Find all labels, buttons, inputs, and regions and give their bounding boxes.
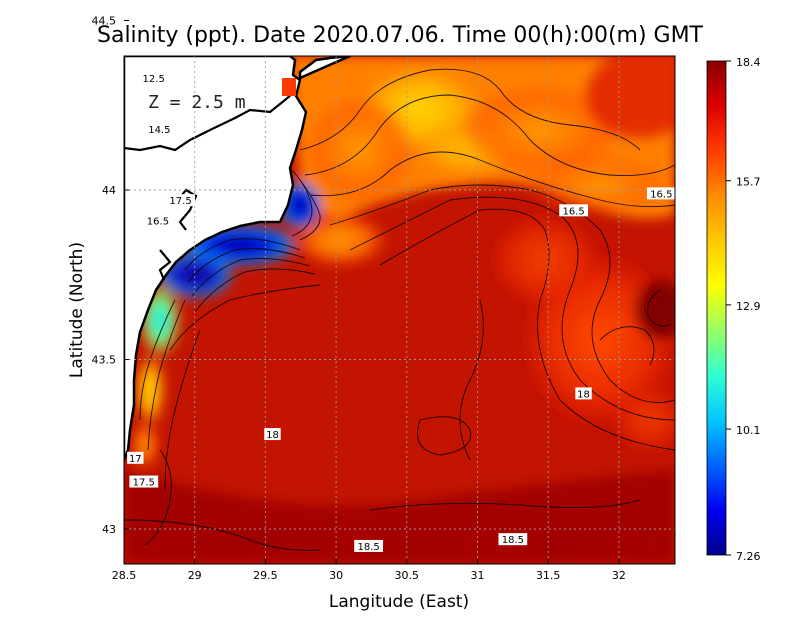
northern-shore-land [298, 56, 352, 80]
contour-label-box [129, 475, 159, 488]
contour-label: 17 [549, 0, 562, 4]
colorbar-tick-label: 15.7 [736, 176, 761, 189]
contour-label-box [559, 204, 589, 217]
colorbar-tick-label: 10.1 [736, 424, 761, 437]
western-coast-land [124, 56, 308, 462]
contour-label: 12.5 [143, 74, 165, 85]
contour-label-box [143, 214, 173, 227]
river-mouth-patch [282, 78, 296, 96]
y-tick-label: 44 [102, 184, 116, 197]
contour-label: 18 [266, 430, 279, 441]
x-tick-label: 31 [471, 569, 485, 582]
contour-label: 14.5 [148, 125, 170, 136]
y-tick-label: 43.5 [92, 354, 117, 367]
x-axis-ticks: 28.5 29 29.5 30 30.5 31 31.5 32 [112, 559, 626, 582]
contour-label-box [575, 387, 592, 400]
contour-label: 16.5 [650, 189, 672, 200]
colorbar-tick-label: 7.26 [736, 550, 761, 563]
contour-label: 17.5 [169, 196, 191, 207]
y-tick-label: 44.5 [92, 15, 117, 28]
contour-label-box [127, 451, 144, 464]
colorbar-gradient [706, 60, 727, 556]
colorbar: 18.4 15.7 12.9 10.1 7.26 [706, 56, 761, 563]
contour-label: 18.5 [357, 542, 379, 553]
x-tick-label: 30.5 [395, 569, 420, 582]
x-axis-label: Langitude (East) [329, 592, 469, 612]
contour-label: 16.5 [563, 206, 585, 217]
plot-area: 15.51516.515.515.5171517.51815.51716.515… [124, 0, 675, 564]
x-tick-label: 31.5 [536, 569, 561, 582]
contour-label-box [144, 122, 174, 135]
x-tick-label: 29.5 [253, 569, 278, 582]
x-tick-label: 29 [188, 569, 202, 582]
x-tick-label: 28.5 [112, 569, 137, 582]
contour-label: 16.5 [147, 217, 169, 228]
y-tick-label: 43 [102, 523, 116, 536]
contour-label: 18 [577, 389, 590, 400]
contour-label-box [264, 428, 281, 441]
contour-label-box [547, 0, 563, 3]
contour-label-box [498, 533, 528, 546]
colorbar-tick-label: 18.4 [736, 56, 761, 69]
x-tick-label: 30 [329, 569, 343, 582]
chart-title: Salinity (ppt). Date 2020.07.06. Time 00… [97, 23, 704, 48]
land-masses [124, 56, 352, 462]
contour-label-box [646, 187, 675, 200]
contour-label-box [354, 539, 384, 552]
depth-annotation: Z = 2.5 m [148, 92, 246, 113]
colorbar-ticks: 18.4 15.7 12.9 10.1 7.26 [726, 56, 761, 563]
gridlines [124, 56, 675, 564]
contour-label: 17.5 [133, 478, 155, 489]
contour-label-box [166, 194, 195, 207]
x-tick-label: 32 [612, 569, 626, 582]
contour-label-box [139, 72, 169, 85]
y-axis-label: Latitude (North) [67, 242, 87, 378]
plot-frame [123, 55, 676, 565]
contour-label: 17 [129, 454, 142, 465]
contour-label: 18.5 [502, 535, 524, 546]
colorbar-tick-label: 12.9 [736, 300, 761, 313]
contour-labels: 15.51516.515.515.5171517.51815.51716.515… [127, 0, 675, 553]
